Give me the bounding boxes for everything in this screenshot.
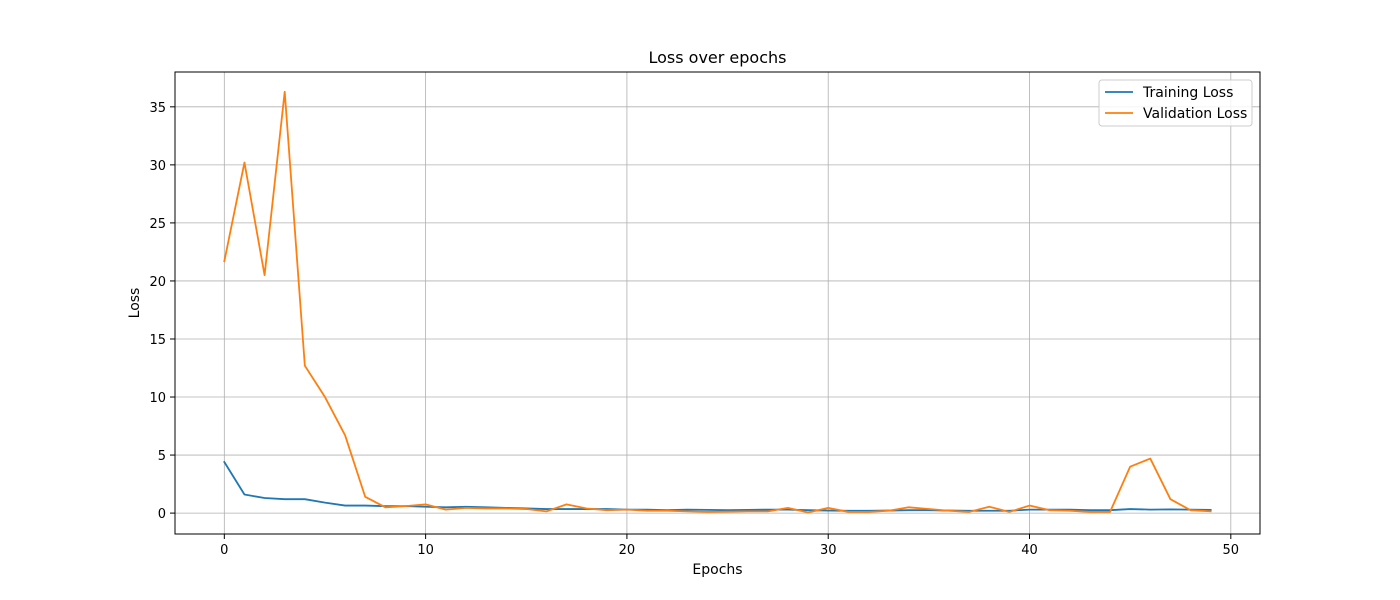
y-axis: 0 5 10 15 20 25 30 35 (149, 101, 175, 522)
plot-frame (174, 71, 1261, 535)
x-tick-label: 20 (619, 543, 636, 558)
y-tick-label: 0 (158, 507, 166, 522)
y-tick-label: 5 (158, 449, 166, 464)
x-tick-label: 50 (1223, 543, 1240, 558)
x-tick-label: 40 (1021, 543, 1038, 558)
legend-label: Training Loss (1142, 85, 1233, 101)
y-tick-label: 25 (149, 217, 166, 232)
series-layer (223, 90, 1212, 514)
y-tick-label: 35 (149, 101, 166, 116)
legend-box (1098, 79, 1253, 127)
x-axis: 0 10 20 30 40 50 (220, 534, 1239, 558)
series-line-validation-loss (223, 90, 1212, 514)
grid-lines (175, 72, 1260, 534)
y-tick-label: 20 (149, 275, 166, 290)
y-tick-label: 15 (149, 333, 166, 348)
y-axis-label: Loss (127, 288, 143, 319)
legend: Training Loss Validation Loss (1098, 79, 1253, 127)
y-tick-label: 10 (149, 391, 166, 406)
chart-title: Loss over epochs (648, 48, 786, 67)
x-tick-label: 10 (417, 543, 434, 558)
legend-label: Validation Loss (1143, 106, 1247, 122)
x-tick-label: 0 (220, 543, 228, 558)
x-axis-label: Epochs (692, 562, 742, 578)
y-tick-label: 30 (149, 159, 166, 174)
x-tick-label: 30 (820, 543, 837, 558)
